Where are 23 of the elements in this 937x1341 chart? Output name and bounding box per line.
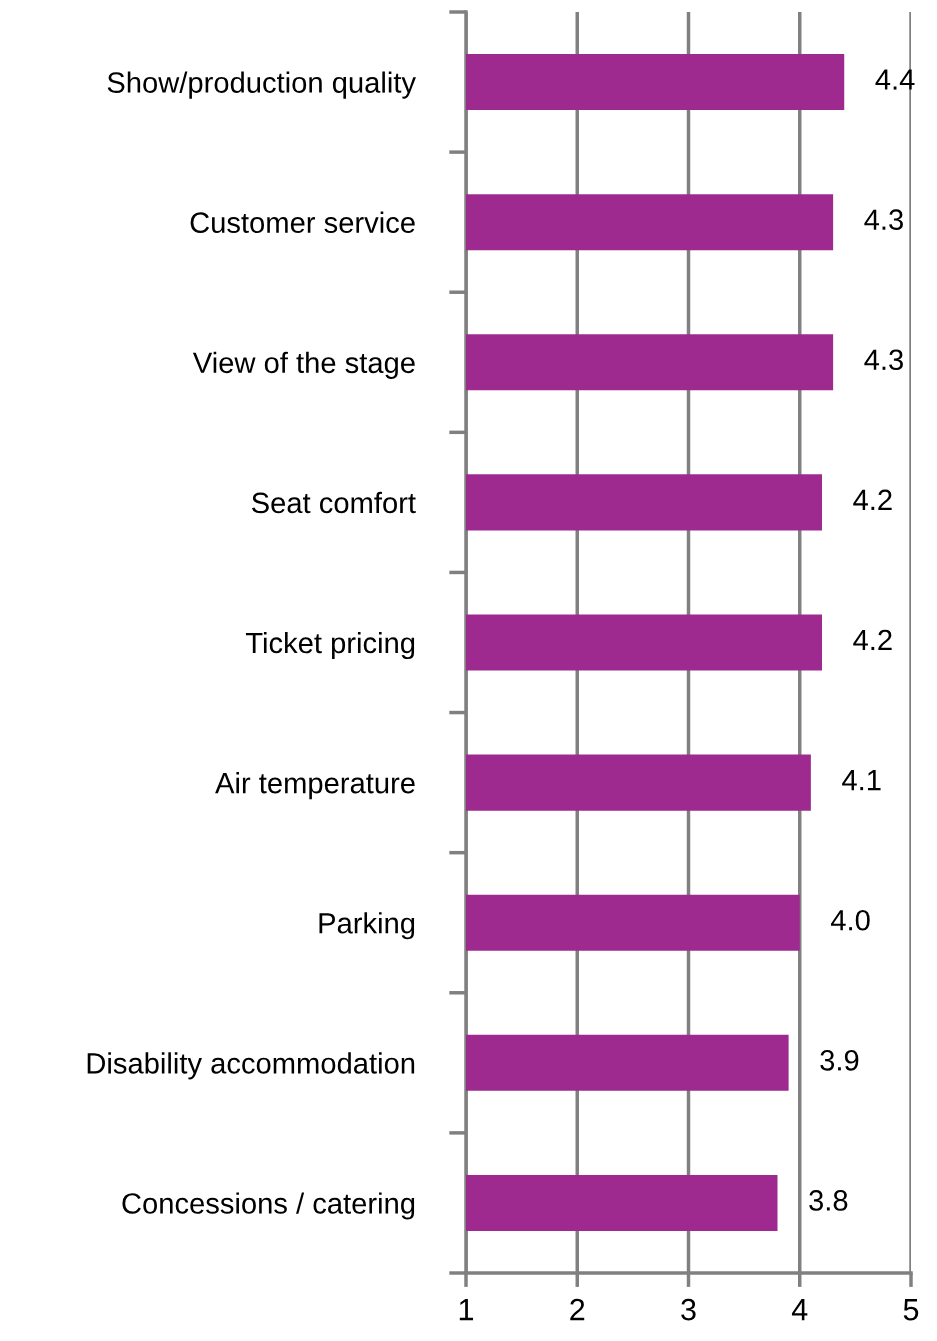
y-tick-label: Show/production quality [107, 71, 416, 99]
y-tick-label: Seat comfort [251, 491, 416, 514]
y-tick-label: View of the stage [192, 351, 415, 379]
data-label: 4.3 [864, 349, 903, 371]
y-tick-label: Disability accommodation [87, 1052, 415, 1080]
y-tick-label: Ticket pricing [245, 631, 415, 660]
data-label: 4.0 [830, 909, 870, 931]
x-tick-label: 5 [903, 1299, 919, 1321]
data-label: 4.4 [875, 69, 915, 90]
y-tick-label: Customer service [190, 211, 415, 234]
data-label: 4.1 [842, 770, 881, 791]
data-label: 3.9 [820, 1050, 859, 1071]
data-label: 3.8 [809, 1190, 848, 1211]
y-tick-label: Parking [319, 912, 415, 940]
x-tick-label: 3 [681, 1298, 696, 1321]
x-tick-label: 2 [570, 1298, 585, 1321]
data-label: 4.3 [864, 209, 903, 230]
x-tick-label: 4 [791, 1299, 808, 1321]
data-label: 4.2 [853, 489, 892, 510]
x-tick-label: 1 [459, 1299, 474, 1321]
y-tick-label: Concessions / catering [122, 1192, 415, 1220]
y-tick-label: Air temperature [215, 772, 415, 800]
data-label: 4.2 [853, 629, 892, 651]
